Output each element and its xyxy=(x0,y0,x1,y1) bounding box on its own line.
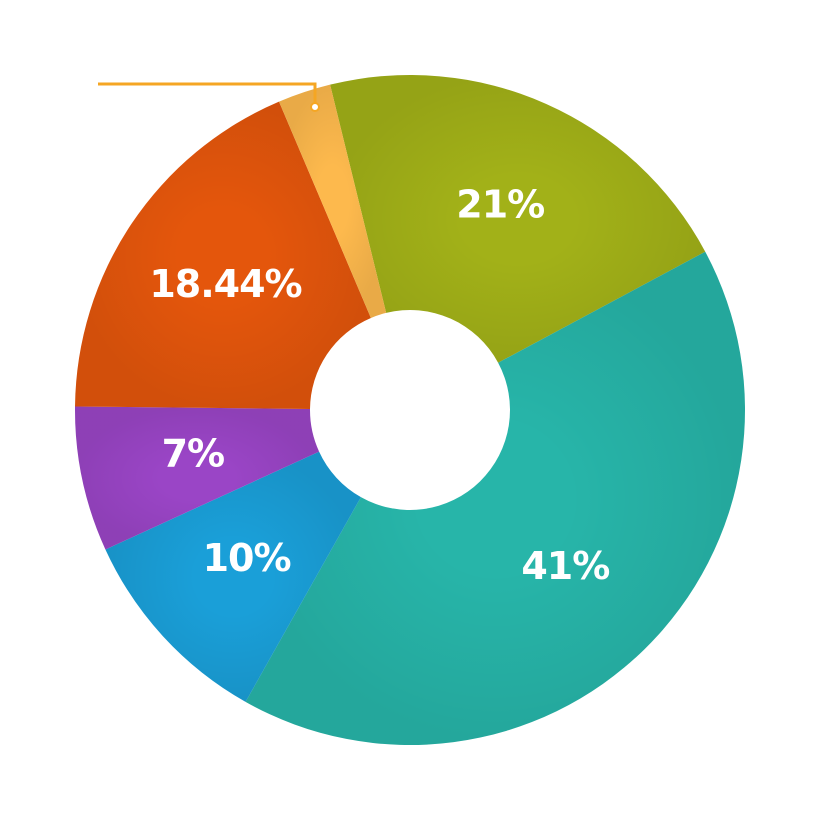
value-label: 7% xyxy=(162,432,225,476)
slice-shade xyxy=(245,251,745,745)
leader-line xyxy=(98,82,317,104)
slice-shade xyxy=(279,84,387,318)
value-label: 18.44% xyxy=(149,262,301,306)
leader-dot xyxy=(310,102,320,112)
slice-shade xyxy=(105,451,361,702)
value-label: 21% xyxy=(456,183,544,227)
value-label: 41% xyxy=(521,544,609,588)
slice-shade xyxy=(75,101,371,409)
value-label: 10% xyxy=(203,536,291,580)
slice-shade xyxy=(75,406,320,550)
donut xyxy=(75,74,745,745)
slice-shade xyxy=(330,74,706,363)
